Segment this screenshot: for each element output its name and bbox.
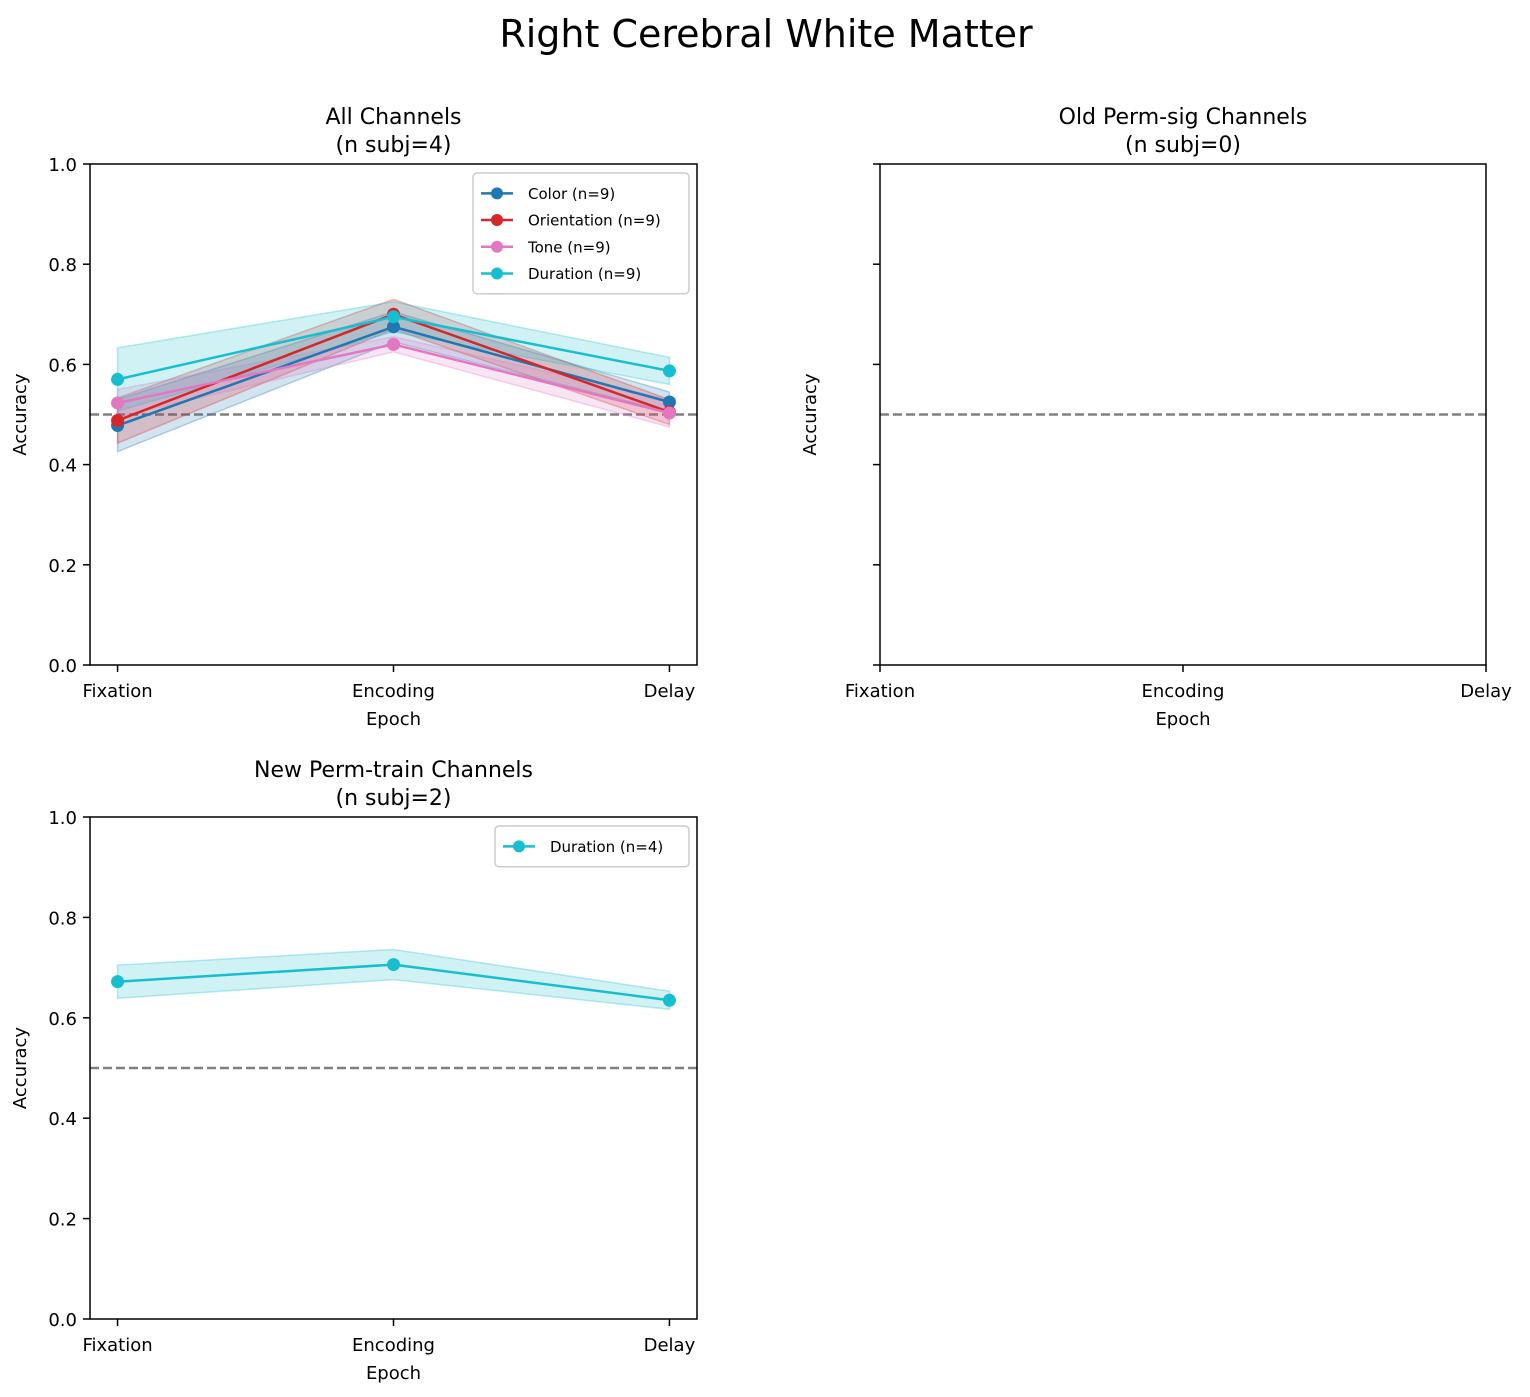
x-axis-label: Epoch <box>366 709 421 730</box>
x-tick-label: Delay <box>644 1335 696 1356</box>
figure-title: Right Cerebral White Matter <box>499 12 1033 56</box>
y-tick-label: 0.4 <box>48 1109 77 1130</box>
subplot-subtitle: (n subj=2) <box>335 786 451 811</box>
x-tick-label: Delay <box>1460 681 1512 702</box>
plot-frame <box>89 816 698 1320</box>
data-point <box>662 406 676 420</box>
y-tick-label: 0.2 <box>48 1210 77 1231</box>
x-tick-label: Encoding <box>352 1335 435 1356</box>
legend: Color (n=9) Orientation (n=9) Tone (n=9) Du… <box>472 172 690 295</box>
legend-marker <box>491 214 503 227</box>
y-tick-label: 0.8 <box>48 255 77 276</box>
legend-box <box>472 172 690 295</box>
y-tick-label: 0.0 <box>48 656 77 677</box>
y-axis-label: Accuracy <box>10 1027 31 1110</box>
data-point <box>387 337 400 351</box>
x-axis-label: Epoch <box>366 1363 421 1384</box>
subplot-title: New Perm-train Channels <box>254 758 533 783</box>
y-axis-label: Accuracy <box>800 373 821 456</box>
legend-entry: Duration (n=4) <box>550 838 663 856</box>
subplot-title: All Channels <box>325 105 461 130</box>
legend-entry: Tone (n=9) <box>527 238 611 256</box>
data-point <box>111 396 125 410</box>
subplot-1: All Channels (n subj=4) 0.0 0.2 0.4 0.6 0.8 1.0… <box>10 105 698 730</box>
y-tick-label: 0.6 <box>48 1009 77 1030</box>
data-point <box>662 364 676 378</box>
y-tick-label: 1.0 <box>48 808 77 829</box>
error-band <box>116 301 671 412</box>
x-tick-label: Fixation <box>82 1335 152 1356</box>
data-point <box>111 414 125 428</box>
y-tick-label: 0.8 <box>48 908 77 929</box>
y-tick-label: 0.6 <box>48 355 77 376</box>
y-tick-label: 0.0 <box>48 1310 77 1331</box>
subplot-subtitle: (n subj=4) <box>335 133 451 158</box>
data-point <box>387 958 400 972</box>
data-point <box>662 395 676 409</box>
legend-marker <box>491 267 503 280</box>
data-point <box>111 975 125 989</box>
subplots: All Channels (n subj=4) 0.0 0.2 0.4 0.6 0.8 1.0… <box>10 105 1512 1384</box>
legend-entry: Color (n=9) <box>528 185 615 203</box>
subplot-title: Old Perm-sig Channels <box>1059 105 1308 130</box>
x-tick-label: Fixation <box>845 681 915 702</box>
legend-marker <box>513 840 525 853</box>
legend-marker <box>491 187 503 200</box>
data-point <box>111 372 125 386</box>
x-tick-label: Encoding <box>1142 681 1225 702</box>
subplot-3: New Perm-train Channels (n subj=2) 0.0 0.2 0… <box>10 758 698 1384</box>
legend-marker <box>491 240 503 253</box>
y-tick-label: 1.0 <box>48 155 77 176</box>
data-point <box>387 310 400 324</box>
legend-entry: Orientation (n=9) <box>528 212 661 230</box>
data-point <box>662 993 676 1007</box>
legend: Duration (n=4) <box>494 825 690 868</box>
legend-box <box>494 825 690 868</box>
subplot-2: Old Perm-sig Channels (n subj=0) Fixation E… <box>800 105 1512 730</box>
x-tick-label: Encoding <box>352 681 435 702</box>
error-band <box>116 948 671 1011</box>
x-tick-label: Fixation <box>82 681 152 702</box>
plot-frame <box>879 163 1487 666</box>
subplot-subtitle: (n subj=0) <box>1125 133 1241 158</box>
x-tick-label: Delay <box>644 681 696 702</box>
y-tick-label: 0.4 <box>48 456 77 477</box>
x-axis-label: Epoch <box>1155 709 1210 730</box>
y-tick-label: 0.2 <box>48 556 77 577</box>
legend-entry: Duration (n=9) <box>528 265 641 283</box>
y-axis-label: Accuracy <box>10 373 31 456</box>
plot-frame <box>89 163 698 666</box>
data-point <box>387 320 400 334</box>
